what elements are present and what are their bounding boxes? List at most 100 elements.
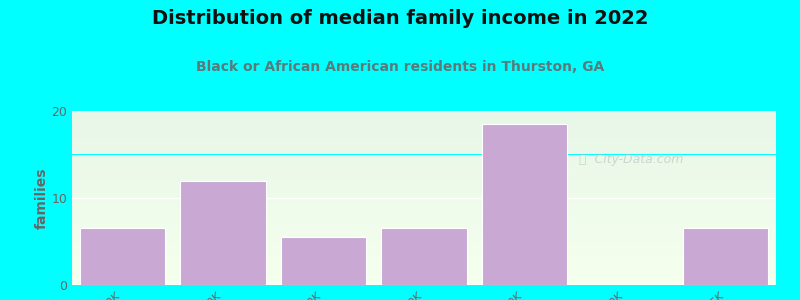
Bar — [72, 193, 776, 194]
Bar — [72, 118, 776, 120]
Bar — [72, 222, 776, 224]
Bar — [72, 200, 776, 202]
Bar — [72, 280, 776, 281]
Bar — [72, 283, 776, 285]
Bar — [72, 198, 776, 200]
Bar — [72, 212, 776, 214]
Bar — [72, 245, 776, 247]
Bar — [72, 148, 776, 149]
Bar — [72, 266, 776, 268]
Bar — [72, 149, 776, 151]
Bar — [72, 224, 776, 226]
Bar — [72, 278, 776, 280]
Bar — [72, 115, 776, 116]
Bar — [72, 210, 776, 212]
Bar — [72, 228, 776, 229]
Bar — [72, 271, 776, 273]
Text: Black or African American residents in Thurston, GA: Black or African American residents in T… — [196, 60, 604, 74]
Bar — [72, 132, 776, 134]
Bar — [72, 215, 776, 217]
Bar — [72, 184, 776, 186]
Bar — [72, 156, 776, 158]
Bar — [72, 127, 776, 128]
Bar — [72, 189, 776, 191]
Bar — [72, 281, 776, 283]
Bar — [72, 236, 776, 238]
Text: ⓘ  City-Data.com: ⓘ City-Data.com — [579, 153, 683, 166]
Bar — [72, 252, 776, 254]
Bar — [72, 220, 776, 222]
Bar — [72, 182, 776, 184]
Bar — [382, 229, 466, 285]
Bar — [72, 235, 776, 236]
Bar — [72, 130, 776, 132]
Bar — [72, 160, 776, 161]
Bar — [482, 124, 567, 285]
Bar — [180, 181, 266, 285]
Bar — [79, 229, 165, 285]
Bar — [72, 231, 776, 233]
Bar — [72, 233, 776, 235]
Bar — [72, 203, 776, 205]
Bar — [72, 123, 776, 125]
Bar — [72, 165, 776, 167]
Bar — [72, 261, 776, 262]
Bar — [72, 229, 776, 231]
Bar — [72, 116, 776, 118]
Bar — [72, 186, 776, 188]
Bar — [72, 188, 776, 189]
Bar — [72, 255, 776, 257]
Bar — [72, 167, 776, 168]
Bar — [72, 144, 776, 146]
Bar — [72, 172, 776, 174]
Bar — [72, 154, 776, 156]
Bar — [72, 128, 776, 130]
Bar — [281, 237, 366, 285]
Bar — [72, 214, 776, 215]
Bar — [72, 139, 776, 141]
Bar — [72, 205, 776, 207]
Bar — [72, 250, 776, 252]
Text: Distribution of median family income in 2022: Distribution of median family income in … — [152, 9, 648, 28]
Bar — [72, 269, 776, 271]
Bar — [72, 137, 776, 139]
Bar — [72, 207, 776, 208]
Bar — [72, 274, 776, 276]
Bar — [72, 262, 776, 264]
Bar — [72, 153, 776, 154]
Bar — [72, 254, 776, 255]
Bar — [72, 257, 776, 259]
Bar — [72, 120, 776, 122]
Bar — [72, 196, 776, 198]
Bar — [72, 238, 776, 240]
Bar — [72, 242, 776, 243]
Bar — [72, 158, 776, 160]
Bar — [72, 111, 776, 113]
Bar — [72, 134, 776, 135]
Bar — [72, 176, 776, 177]
Bar — [72, 142, 776, 144]
Y-axis label: families: families — [34, 167, 49, 229]
Bar — [72, 268, 776, 269]
Bar — [72, 146, 776, 148]
Bar — [72, 113, 776, 115]
Bar — [72, 194, 776, 196]
Bar — [72, 243, 776, 245]
Bar — [72, 174, 776, 176]
Bar — [72, 259, 776, 261]
Bar — [72, 264, 776, 266]
Bar — [72, 217, 776, 219]
Bar — [683, 229, 769, 285]
Bar — [72, 181, 776, 182]
Bar — [72, 179, 776, 181]
Bar — [72, 226, 776, 228]
Bar — [72, 248, 776, 250]
Bar — [72, 219, 776, 220]
Bar — [72, 170, 776, 172]
Bar — [72, 276, 776, 278]
Bar — [72, 125, 776, 127]
Bar — [72, 161, 776, 163]
Bar — [72, 191, 776, 193]
Bar — [72, 208, 776, 210]
Bar — [72, 151, 776, 153]
